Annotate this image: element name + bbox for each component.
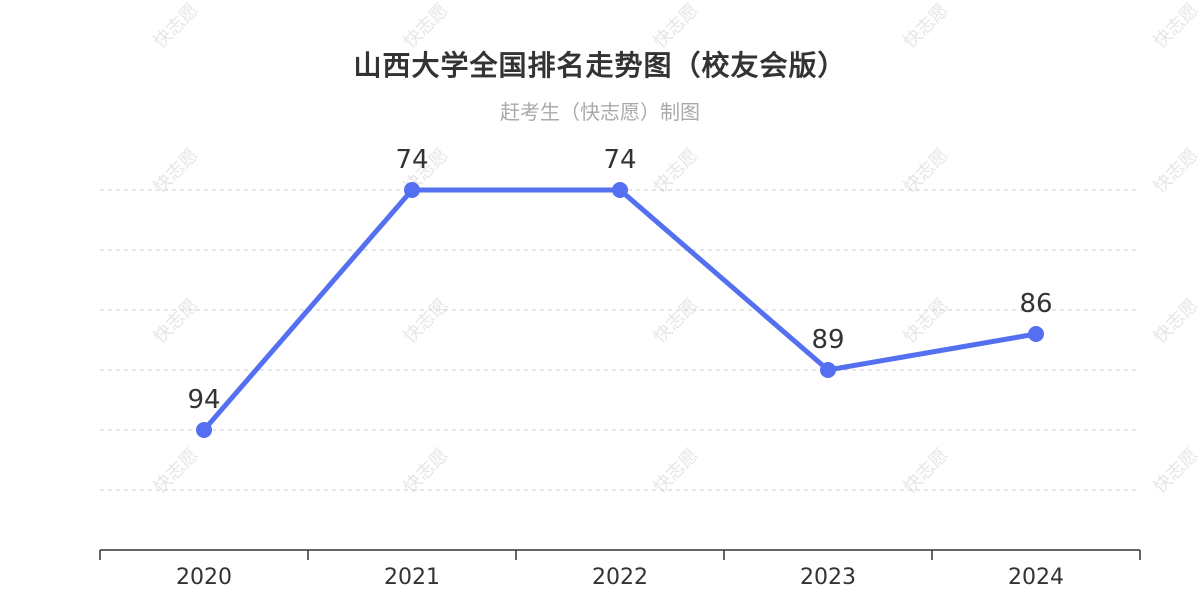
watermark-text: 快志愿 — [400, 295, 453, 348]
watermark-text: 快志愿 — [900, 295, 953, 348]
chart-title: 山西大学全国排名走势图（校友会版） — [353, 49, 847, 82]
x-tick-label: 2021 — [384, 565, 440, 590]
watermark-text: 快志愿 — [1150, 445, 1200, 498]
x-tick-label: 2020 — [176, 565, 232, 590]
chart-subtitle: 赶考生（快志愿）制图 — [500, 100, 700, 124]
watermark-text: 快志愿 — [150, 295, 203, 348]
data-label: 94 — [187, 385, 220, 415]
watermark-text: 快志愿 — [1150, 145, 1200, 198]
watermark-text: 快志愿 — [1150, 295, 1200, 348]
x-tick-label: 2023 — [800, 565, 856, 590]
watermark-text: 快志愿 — [650, 295, 703, 348]
x-tick-label: 2024 — [1008, 565, 1064, 590]
data-point — [1028, 326, 1044, 342]
data-point — [196, 422, 212, 438]
data-label: 74 — [395, 145, 428, 175]
data-label: 74 — [603, 145, 636, 175]
data-label: 86 — [1019, 289, 1052, 319]
data-point — [612, 182, 628, 198]
x-tick-label: 2022 — [592, 565, 648, 590]
data-point — [820, 362, 836, 378]
data-point — [404, 182, 420, 198]
data-label: 89 — [811, 325, 844, 355]
